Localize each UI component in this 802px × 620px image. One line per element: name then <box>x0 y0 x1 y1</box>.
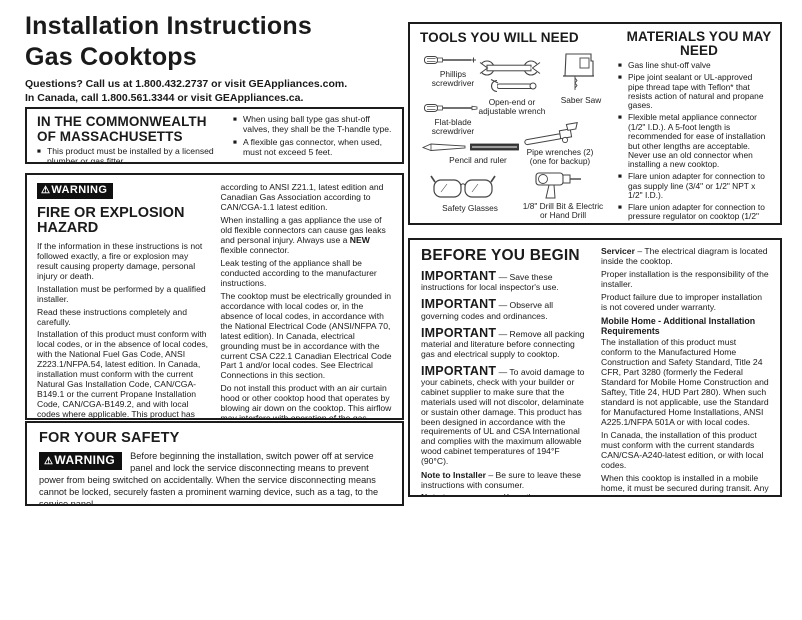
materials-heading: MATERIALS YOU MAY NEED <box>626 29 772 59</box>
square-bullet-icon: ■ <box>233 116 237 123</box>
square-bullet-icon: ■ <box>37 148 41 156</box>
tools-column: TOOLS YOU WILL NEED Phillips screwdriver <box>420 30 616 220</box>
fire-right-column: according to ANSI Z21.1, latest edition … <box>220 182 393 420</box>
massachusetts-notice: IN THE COMMONWEALTH OF MASSACHUSETTS ■ Th… <box>25 107 404 164</box>
warning-badge-label: WARNING <box>51 184 108 196</box>
safety-glasses-icon <box>430 172 496 202</box>
drill-icon <box>532 168 582 202</box>
massachusetts-left-column: IN THE COMMONWEALTH OF MASSACHUSETTS ■ Th… <box>37 114 221 164</box>
before-you-begin-heading: BEFORE YOU BEGIN <box>421 247 580 264</box>
tool-label: Phillips screwdriver <box>431 69 475 89</box>
page-title-line1: Installation Instructions <box>25 12 312 40</box>
safety-heading: FOR YOUR SAFETY <box>39 430 180 446</box>
square-bullet-icon: ■ <box>618 204 622 212</box>
servicer-note: Servicer – The electrical diagram is loc… <box>601 246 768 266</box>
paragraph: Do not install this product with an air … <box>220 383 392 420</box>
list-item: ■ Flare union adapter for connection to p… <box>618 202 765 223</box>
list-item: ■ Flexible metal appliance connector (1/2… <box>618 112 766 170</box>
tool-label: Safety Glasses <box>442 203 498 213</box>
paragraph: In Canada, the installation of this prod… <box>601 429 764 470</box>
important-label: IMPORTANT <box>421 363 497 378</box>
flat-blade-screwdriver-icon <box>424 102 478 114</box>
warning-badge: ⚠WARNING <box>39 452 123 470</box>
square-bullet-icon: ■ <box>618 74 622 82</box>
paragraph: Read these instructions completely and c… <box>37 306 187 327</box>
list-item: ■ A flexible gas connector, when used, mu… <box>233 136 383 157</box>
important-note: IMPORTANT — Remove all packing material … <box>421 325 585 359</box>
paragraph: according to ANSI Z21.1, latest edition … <box>220 182 384 212</box>
tool-label: Pencil and ruler <box>449 155 507 165</box>
safety-body: ⚠WARNING Before beginning the installati… <box>39 451 390 506</box>
mobile-home-heading: Mobile Home - Additional Installation Re… <box>601 315 756 336</box>
paragraph: Proper installation is the responsibilit… <box>601 268 769 289</box>
open-end-wrench-icon <box>478 58 542 78</box>
materials-list: ■ Gas line shut-off valve ■ Pipe joint sea… <box>618 60 770 223</box>
adjustable-wrench-icon <box>484 78 538 94</box>
materials-column: MATERIALS YOU MAY NEED ■ Gas line shut-of… <box>616 29 771 223</box>
list-item: ■ Flare union adapter for connection to g… <box>618 171 765 201</box>
square-bullet-icon: ■ <box>618 62 622 70</box>
warning-badge: ⚠WARNING <box>37 183 114 199</box>
contact-line-us: Questions? Call us at 1.800.432.2737 or … <box>25 78 348 90</box>
begin-right-column: Servicer – The electrical diagram is loc… <box>601 246 769 495</box>
paragraph: If the information in these instructions… <box>37 240 203 281</box>
paragraph: Leak testing of the appliance shall be c… <box>220 257 377 288</box>
note-to-consumer: Note to consumer – Keep these instructio… <box>421 491 548 497</box>
tool-label: 1/8" Drill Bit & Electric or Hand Drill <box>522 201 604 221</box>
paragraph: Installation must be performed by a qual… <box>37 283 206 304</box>
emphasis-new: NEW <box>349 234 370 245</box>
paragraph: When this cooktop is installed in a mobi… <box>601 472 769 495</box>
pipe-wrench-icon <box>522 122 584 148</box>
page-title: Installation Instructions Gas Cooktops <box>25 11 312 74</box>
important-label: IMPORTANT <box>421 325 497 340</box>
paragraph: The installation of this product must co… <box>601 337 769 427</box>
square-bullet-icon: ■ <box>618 114 622 122</box>
safety-notice: FOR YOUR SAFETY ⚠WARNING Before beginnin… <box>25 421 404 506</box>
begin-left-column: BEFORE YOU BEGIN IMPORTANT — Save these … <box>421 247 589 497</box>
tool-label: Saber Saw <box>560 95 602 105</box>
page-title-line2: Gas Cooktops <box>25 43 197 72</box>
massachusetts-heading: IN THE COMMONWEALTH OF MASSACHUSETTS <box>37 114 207 144</box>
phillips-screwdriver-icon <box>424 54 478 66</box>
important-note: IMPORTANT — To avoid damage to your cabi… <box>421 363 585 466</box>
important-note: IMPORTANT — Observe all governing codes … <box>421 297 554 321</box>
fire-explosion-warning: ⚠WARNING FIRE OR EXPLOSION HAZARD If the… <box>25 173 404 420</box>
important-label: IMPORTANT <box>421 269 497 283</box>
contact-info: Questions? Call us at 1.800.432.2737 or … <box>25 77 347 105</box>
square-bullet-icon: ■ <box>233 138 237 146</box>
important-label: IMPORTANT <box>421 297 497 312</box>
fire-hazard-heading: FIRE OR EXPLOSION HAZARD <box>37 205 185 237</box>
warning-badge-label: WARNING <box>54 453 116 467</box>
pencil-icon <box>422 142 466 152</box>
tools-materials-panel: TOOLS YOU WILL NEED Phillips screwdriver <box>408 22 782 225</box>
warning-triangle-icon: ⚠ <box>41 185 51 196</box>
saber-saw-icon <box>560 52 598 96</box>
contact-line-canada: In Canada, call 1.800.561.3344 or visit … <box>25 92 304 105</box>
important-note: IMPORTANT — Save these instructions for … <box>421 269 559 293</box>
tool-label: Pipe wrenches (2) (one for backup) <box>526 147 594 167</box>
paragraph: When installing a gas appliance the use … <box>220 214 386 255</box>
paragraph: Installation of this product must confor… <box>37 329 209 420</box>
list-item: ■ This product must be installed by a lic… <box>37 146 214 164</box>
warning-triangle-icon: ⚠ <box>44 456 54 467</box>
list-item: ■ When using ball type gas shut-off valve… <box>233 114 392 134</box>
before-you-begin-panel: BEFORE YOU BEGIN IMPORTANT — Save these … <box>408 238 782 497</box>
list-item: ■ Pipe joint sealant or UL-approved pipe … <box>618 72 764 111</box>
tool-label: Open-end or adjustable wrench <box>478 97 546 117</box>
tool-label: Flat-blade screwdriver <box>431 117 475 137</box>
fire-left-column: ⚠WARNING FIRE OR EXPLOSION HAZARD If the… <box>37 183 209 420</box>
tools-heading: TOOLS YOU WILL NEED <box>420 30 579 45</box>
safety-paragraph: Before beginning the installation, switc… <box>39 451 379 506</box>
note-to-installer: Note to Installer – Be sure to leave the… <box>421 469 582 490</box>
paragraph: The cooktop must be electrically grounde… <box>220 290 392 381</box>
ruler-icon <box>470 142 520 152</box>
massachusetts-right-column: ■ When using ball type gas shut-off valve… <box>233 114 392 162</box>
paragraph: Product failure due to improper installa… <box>601 291 762 312</box>
list-item: ■ Gas line shut-off valve <box>618 60 711 71</box>
square-bullet-icon: ■ <box>618 173 622 181</box>
